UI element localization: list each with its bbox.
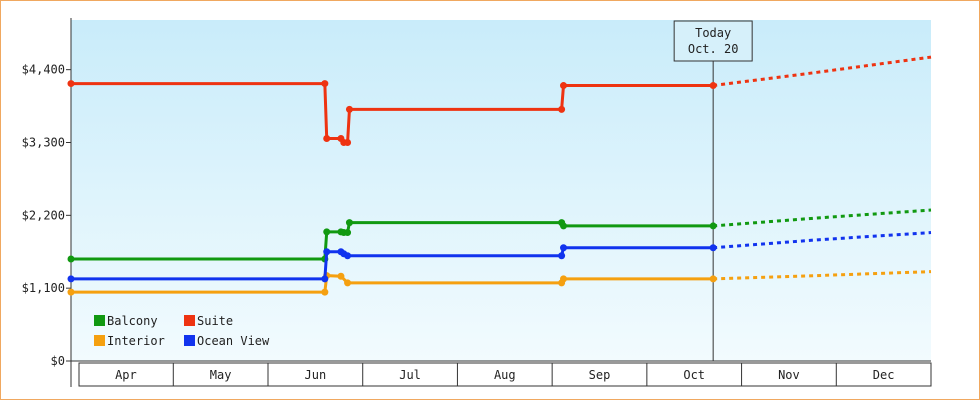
- today-label: Oct. 20: [688, 42, 739, 56]
- y-tick-label: $0: [51, 354, 65, 368]
- x-tick-label: Apr: [115, 368, 137, 382]
- price-point: [321, 80, 329, 88]
- legend-label: Ocean View: [197, 334, 270, 348]
- legend-swatch: [184, 315, 195, 326]
- x-tick-label: Jul: [399, 368, 421, 382]
- legend-swatch: [184, 335, 195, 346]
- forecast-line: [712, 55, 932, 88]
- forecast-line: [713, 270, 932, 281]
- price-point: [321, 288, 329, 296]
- legend-swatch: [94, 315, 105, 326]
- legend-label: Suite: [197, 314, 233, 328]
- x-tick-label: Jun: [305, 368, 327, 382]
- y-tick-label: $3,300: [22, 135, 65, 149]
- legend-label: Balcony: [107, 314, 158, 328]
- price-point: [709, 275, 717, 283]
- forecast-line: [713, 208, 932, 228]
- price-point: [709, 82, 717, 90]
- y-tick-label: $2,200: [22, 208, 65, 222]
- x-tick-label: Oct: [683, 368, 705, 382]
- price-point: [560, 275, 568, 283]
- price-point: [345, 219, 353, 227]
- price-point: [323, 248, 331, 256]
- price-point: [560, 222, 568, 230]
- forecast-line: [713, 231, 932, 250]
- today-label: Today: [695, 26, 731, 40]
- price-point: [323, 228, 331, 236]
- price-point: [344, 279, 352, 287]
- price-point: [560, 82, 568, 90]
- plot-area: [71, 20, 931, 361]
- price-point: [67, 255, 75, 263]
- price-point: [709, 244, 717, 252]
- price-point: [345, 105, 353, 113]
- y-tick-label: $4,400: [22, 63, 65, 77]
- price-point: [323, 135, 331, 143]
- x-tick-label: Aug: [494, 368, 516, 382]
- price-point: [558, 252, 566, 260]
- x-tick-label: Nov: [778, 368, 800, 382]
- y-tick-label: $1,100: [22, 281, 65, 295]
- x-tick-label: Sep: [589, 368, 611, 382]
- x-tick-label: Dec: [873, 368, 895, 382]
- price-point: [321, 275, 329, 283]
- legend-label: Interior: [107, 334, 165, 348]
- price-point: [709, 222, 717, 230]
- price-point: [344, 229, 352, 237]
- x-tick-label: May: [210, 368, 232, 382]
- price-point: [67, 80, 75, 88]
- price-point: [67, 288, 75, 296]
- today-box: [673, 20, 753, 62]
- month-row: [78, 362, 932, 387]
- price-point: [344, 252, 352, 260]
- price-point: [558, 105, 566, 113]
- price-point: [344, 138, 352, 146]
- price-point: [67, 275, 75, 283]
- price-point: [337, 272, 345, 280]
- price-point: [560, 244, 568, 252]
- legend-swatch: [94, 335, 105, 346]
